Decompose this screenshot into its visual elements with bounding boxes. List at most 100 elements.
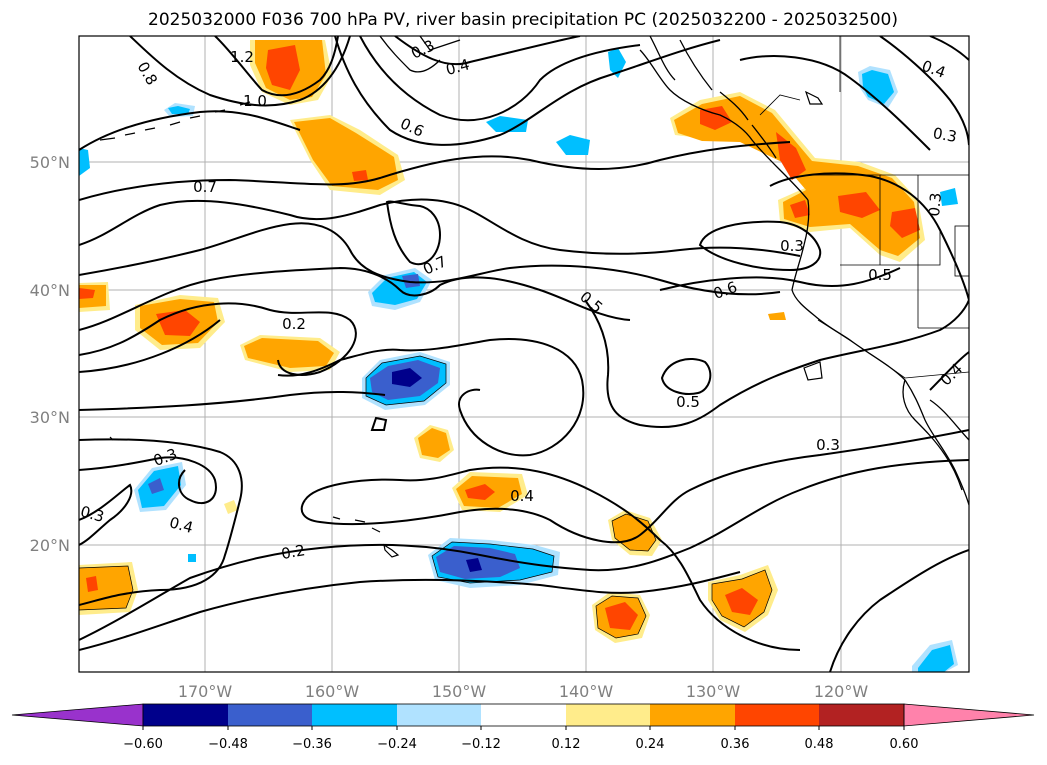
pv-contour: [79, 141, 791, 201]
pv-contour: [79, 302, 357, 376]
island: [804, 90, 824, 105]
negative-anomaly-small-patches: [79, 48, 958, 672]
colorbar-tick-label: −0.48: [208, 737, 248, 752]
pv-contour: [698, 220, 822, 272]
anomaly-outline: [595, 595, 647, 639]
aleutian-islands: [99, 101, 251, 141]
pc-fill-mid: [79, 148, 90, 176]
pv-contour: [929, 351, 969, 391]
positive-anomaly-125w-37n: [768, 312, 786, 320]
pv-contour: [394, 36, 581, 66]
colorbar-outline: [142, 703, 905, 727]
pv-contour: [79, 319, 221, 373]
contour-label: 0.3: [78, 502, 106, 526]
positive-anomaly-138w-15n: [592, 592, 650, 643]
colorbar-segment: [228, 704, 312, 726]
pc-fill-mid: [188, 554, 196, 562]
colorbar-tick-label: −0.36: [292, 737, 332, 752]
pv-contour: [79, 483, 133, 546]
pc-fill-strong: [148, 478, 164, 494]
political-borders: [759, 36, 969, 379]
pc-fill-strong: [605, 602, 638, 630]
colorbar-segment: [312, 704, 397, 726]
positive-anomaly-n50: [290, 115, 405, 195]
colorbar-tick-label: 0.36: [721, 737, 750, 752]
map-panel: 1.2 0.8 0.3 0.4 1.0 0.6 0.4 0.3 0.7 0.3 …: [30, 35, 970, 701]
hawaii-islands: [332, 516, 400, 558]
lat-tick-label: 50°N: [30, 153, 70, 172]
colorbar-tick-label: 0.24: [636, 737, 665, 752]
pv-contour: [334, 36, 721, 146]
negative-anomaly-171w-25n: [134, 462, 186, 512]
pv-contour: [79, 571, 741, 651]
colorbar-tick-labels: −0.60 −0.48 −0.36 −0.24 −0.12 0.12 0.24 0.36 0.4…: [123, 737, 918, 752]
pc-fill-mid: [418, 428, 450, 458]
coastline-bc: [649, 36, 777, 159]
coastline-mexico: [929, 399, 969, 441]
colorbar-extend-max: [903, 703, 1035, 727]
anomaly-outlines: [79, 355, 773, 639]
pv-contour: [584, 299, 969, 429]
lon-tick-label: 120°W: [814, 682, 869, 701]
colorbar-segment: [650, 704, 735, 726]
pc-fill-mid: [556, 135, 590, 155]
positive-anomaly-150w-24n: [452, 472, 528, 512]
positive-anomaly-dateline-40n: [79, 282, 110, 312]
island: [803, 361, 823, 381]
negative-anomaly-155w-33n: [362, 352, 450, 410]
colorbar-tick-label: 0.12: [552, 737, 581, 752]
pc-fill-light: [224, 500, 238, 514]
figure-title: 2025032000 F036 700 hPa PV, river basin …: [148, 10, 898, 30]
border-state: [817, 319, 906, 379]
pv-contour: [769, 172, 969, 301]
colorbar: −0.60 −0.48 −0.36 −0.24 −0.12 0.12 0.24 0.36 0.4…: [11, 703, 1035, 752]
pv-contour: [79, 456, 217, 505]
contour-label: 0.4: [167, 513, 195, 537]
colorbar-segments: [11, 703, 1035, 730]
border-us-mexico: [904, 371, 969, 379]
colorbar-tick-label: 0.60: [890, 737, 919, 752]
colorbar-segment: [397, 704, 481, 726]
colorbar-tick-label: −0.60: [123, 737, 163, 752]
anomaly-outline: [431, 541, 555, 584]
pc-fill-mid: [244, 338, 334, 368]
colorbar-segment: [566, 704, 650, 726]
coastline-baja: [902, 379, 963, 491]
pv-contour: [829, 549, 969, 672]
anomaly-outline: [611, 513, 657, 552]
pv-contour: [277, 338, 585, 457]
colorbar-tick-label: −0.24: [377, 737, 417, 752]
lat-tick-label: 20°N: [30, 536, 70, 555]
coastline-alaska-panhandle: [639, 49, 809, 201]
colorbar-extend-min: [11, 703, 144, 727]
islands: [99, 90, 824, 558]
pv-contour: [659, 267, 901, 291]
pc-fill-max: [392, 368, 422, 387]
contour-label: 0.7: [193, 178, 217, 196]
colorbar-tick-label: −0.12: [461, 737, 501, 752]
pv-contour: [214, 36, 339, 97]
pv-contour: [929, 36, 969, 61]
pc-fill-strong: [838, 192, 880, 218]
pc-fill-max: [466, 558, 482, 572]
pc-fill-mid: [918, 645, 954, 672]
pv-contour: [879, 36, 969, 146]
pv-contour: [79, 266, 631, 331]
colorbar-segment: [819, 704, 904, 726]
contour-label: 0.5: [676, 393, 700, 411]
longitude-labels: 170°W 160°W 150°W 140°W 130°W 120°W: [178, 682, 869, 701]
border-alaska-canada: [759, 36, 841, 116]
pv-contour: [359, 36, 641, 122]
contour-label: 0.5: [868, 266, 892, 284]
anomaly-outline: [365, 355, 447, 406]
pv-contour: [79, 198, 801, 257]
pv-contour: [79, 459, 969, 641]
contour-label: 0.3: [932, 124, 959, 146]
pc-fill-mid: [168, 106, 190, 114]
colorbar-segment: [143, 704, 228, 726]
anomaly-outline: [711, 569, 773, 628]
contour-label: 0.2: [280, 541, 307, 563]
pv-contour: [79, 222, 781, 296]
lat-tick-label: 30°N: [30, 408, 70, 427]
anomaly-outline: [79, 565, 134, 611]
